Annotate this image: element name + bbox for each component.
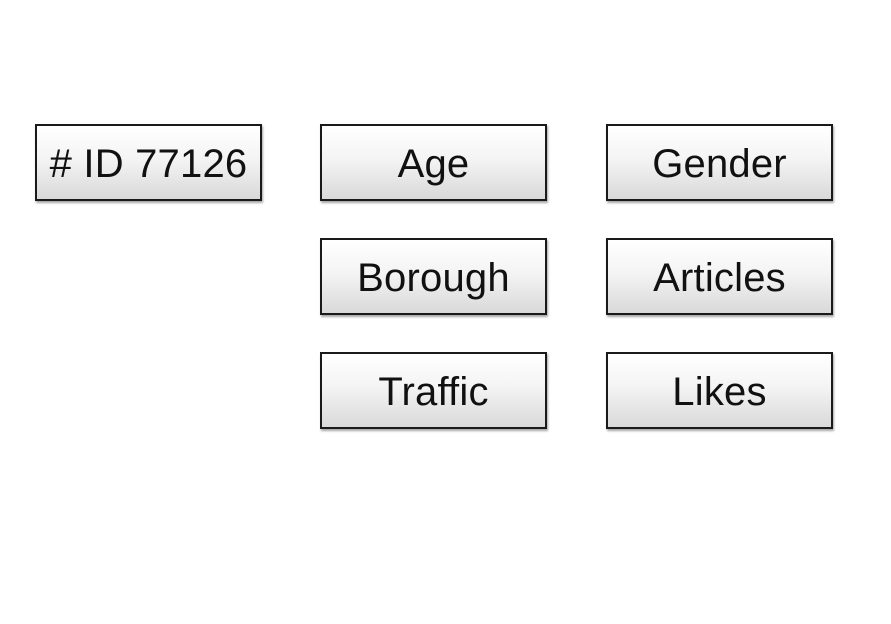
attribute-label: Articles xyxy=(653,255,786,300)
attribute-box-age: Age xyxy=(320,124,547,201)
attribute-label: Gender xyxy=(652,141,787,186)
id-box: # ID 77126 xyxy=(35,124,262,201)
id-label: # ID 77126 xyxy=(49,141,248,186)
attribute-box-borough: Borough xyxy=(320,238,547,315)
attribute-box-traffic: Traffic xyxy=(320,352,547,429)
attribute-box-gender: Gender xyxy=(606,124,833,201)
attribute-box-articles: Articles xyxy=(606,238,833,315)
attribute-label: Likes xyxy=(672,369,767,414)
attribute-label: Borough xyxy=(357,255,510,300)
attribute-label: Traffic xyxy=(378,369,489,414)
attribute-label: Age xyxy=(397,141,470,186)
attribute-box-likes: Likes xyxy=(606,352,833,429)
